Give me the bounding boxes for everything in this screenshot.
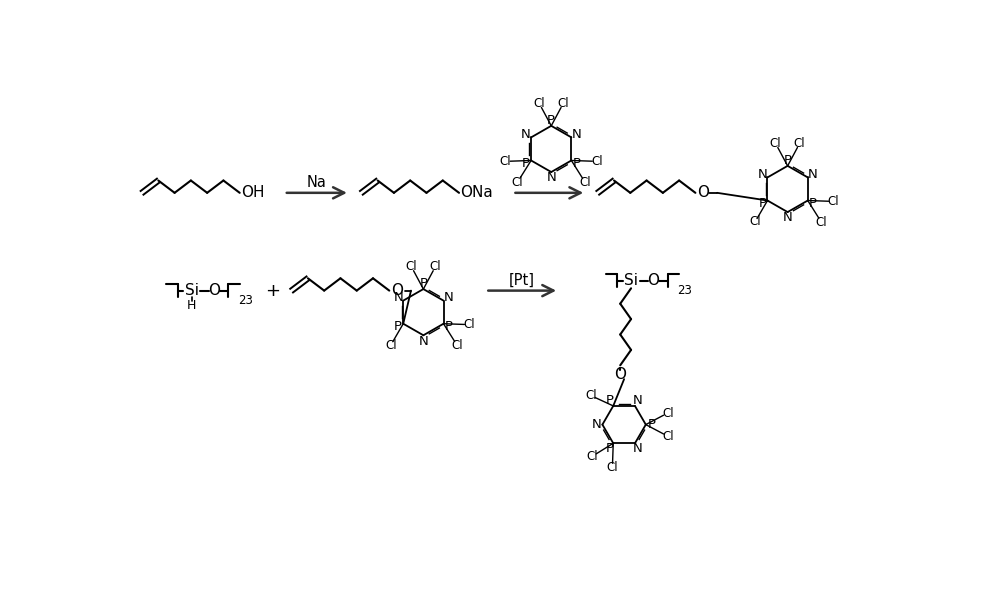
Text: N: N bbox=[572, 128, 581, 141]
Text: Cl: Cl bbox=[579, 176, 591, 189]
Text: Cl: Cl bbox=[794, 137, 805, 150]
Text: ONa: ONa bbox=[461, 186, 493, 200]
Text: Si: Si bbox=[624, 273, 638, 288]
Text: Cl: Cl bbox=[662, 430, 674, 442]
Text: P: P bbox=[547, 113, 555, 126]
Text: Cl: Cl bbox=[430, 260, 441, 273]
Text: Cl: Cl bbox=[406, 260, 417, 273]
Text: Cl: Cl bbox=[533, 97, 545, 110]
Text: Cl: Cl bbox=[451, 339, 463, 352]
Text: N: N bbox=[591, 418, 601, 431]
Text: 23: 23 bbox=[238, 294, 253, 307]
Text: N: N bbox=[393, 291, 403, 304]
Text: P: P bbox=[648, 418, 656, 431]
Text: [Pt]: [Pt] bbox=[509, 272, 535, 288]
Text: N: N bbox=[633, 442, 643, 455]
Text: Cl: Cl bbox=[749, 215, 761, 228]
Text: Cl: Cl bbox=[770, 137, 781, 150]
Text: N: N bbox=[783, 211, 792, 224]
Text: Cl: Cl bbox=[607, 461, 618, 474]
Text: O: O bbox=[391, 283, 403, 298]
Text: P: P bbox=[809, 197, 817, 210]
Text: P: P bbox=[758, 197, 766, 210]
Text: O: O bbox=[697, 186, 709, 200]
Text: Cl: Cl bbox=[585, 389, 597, 402]
Text: Cl: Cl bbox=[512, 176, 523, 189]
Text: P: P bbox=[606, 442, 614, 455]
Text: P: P bbox=[394, 320, 402, 333]
Text: N: N bbox=[633, 394, 643, 407]
Text: P: P bbox=[784, 154, 792, 167]
Text: N: N bbox=[521, 128, 531, 141]
Text: +: + bbox=[265, 282, 280, 299]
Text: O: O bbox=[648, 273, 660, 288]
Text: N: N bbox=[418, 334, 428, 347]
Text: Cl: Cl bbox=[557, 97, 569, 110]
Text: Cl: Cl bbox=[591, 155, 603, 168]
Text: N: N bbox=[808, 168, 818, 181]
Text: P: P bbox=[419, 277, 427, 290]
Text: O: O bbox=[208, 283, 220, 298]
Text: Cl: Cl bbox=[500, 155, 511, 168]
Text: 23: 23 bbox=[677, 284, 692, 297]
Text: P: P bbox=[606, 394, 614, 407]
Text: Na: Na bbox=[307, 174, 327, 190]
Text: N: N bbox=[758, 168, 767, 181]
Text: OH: OH bbox=[241, 186, 265, 200]
Text: N: N bbox=[444, 291, 453, 304]
Text: P: P bbox=[572, 157, 580, 170]
Text: Cl: Cl bbox=[828, 195, 839, 208]
Text: H: H bbox=[187, 299, 196, 312]
Text: Si: Si bbox=[185, 283, 199, 298]
Text: Cl: Cl bbox=[385, 339, 397, 352]
Text: P: P bbox=[445, 320, 453, 333]
Text: Cl: Cl bbox=[816, 216, 827, 228]
Text: O: O bbox=[614, 367, 626, 382]
Text: Cl: Cl bbox=[662, 407, 674, 419]
Text: N: N bbox=[546, 171, 556, 184]
Text: Cl: Cl bbox=[463, 318, 475, 331]
Text: Cl: Cl bbox=[586, 450, 598, 463]
Text: P: P bbox=[522, 157, 530, 170]
